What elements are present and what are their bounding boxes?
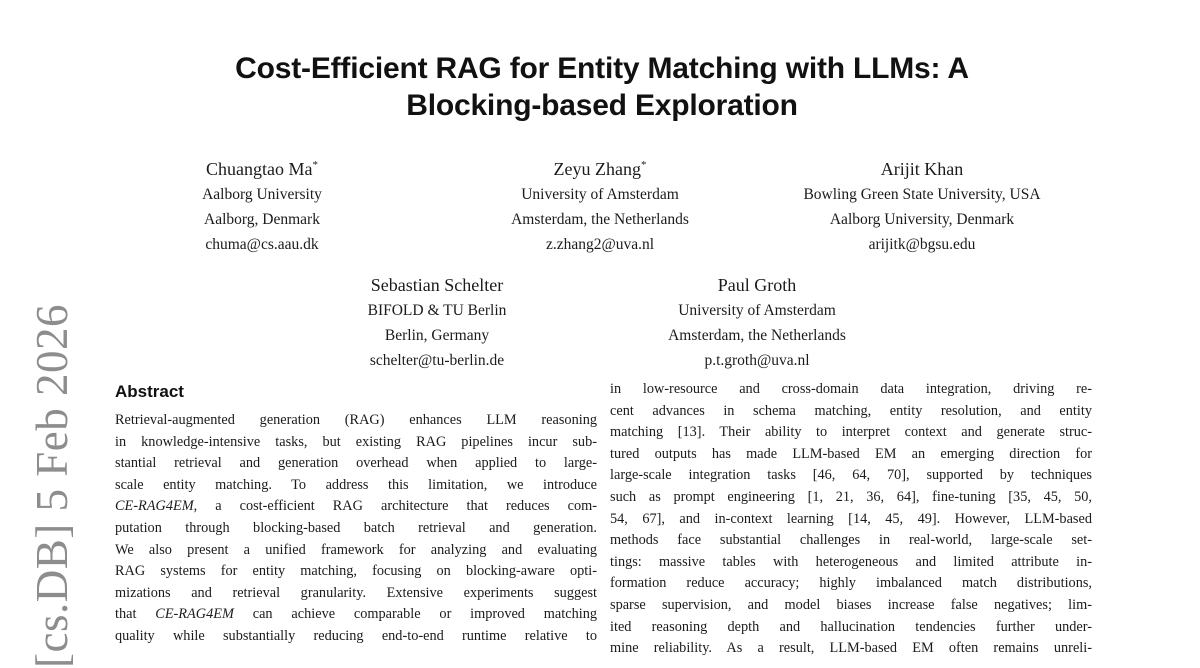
author-affiliation: Aalborg University, Denmark	[829, 211, 1015, 228]
abstract-line: CE-RAG4EM, a cost-efficient RAG architec…	[115, 496, 597, 518]
arxiv-stamp: [cs.DB] 5 Feb 2026	[27, 304, 77, 668]
author-email: arijitk@bgsu.edu	[868, 236, 976, 253]
system-name-italic: CE-RAG4EM	[155, 606, 234, 623]
author-name: Paul Groth	[668, 269, 846, 298]
author-block-paul-groth: Paul Groth University of Amsterdam Amste…	[668, 269, 846, 373]
abstract-line: mizations and retrieval granularity. Ext…	[115, 584, 597, 601]
abstract-line-text: can achieve comparable or improved match…	[233, 606, 597, 623]
system-name-italic: CE-RAG4EM	[115, 498, 194, 515]
author-name-text: Arijit Khan	[880, 159, 964, 179]
left-column: Abstract Retrieval-augmented generation …	[115, 381, 597, 648]
intro-line: 54, 67], and in-context learning [14, 45…	[610, 510, 1092, 527]
intro-line: tings: massive tables with heterogeneous…	[610, 553, 1092, 570]
abstract-line-text: that	[115, 606, 156, 623]
intro-line: tured outputs has made LLM-based EM an e…	[610, 445, 1092, 462]
author-block-zeyu-zhang: Zeyu Zhang* University of Amsterdam Amst…	[511, 153, 689, 257]
author-block-chuangtao-ma: Chuangtao Ma* Aalborg University Aalborg…	[202, 153, 322, 257]
paper-title-line-2: Blocking-based Exploration	[406, 89, 798, 122]
author-marker: *	[312, 159, 318, 171]
paper-title-line-1: Cost-Efficient RAG for Entity Matching w…	[235, 52, 969, 85]
intro-line: ited reasoning depth and hallucination t…	[610, 618, 1092, 635]
author-affiliation: Berlin, Germany	[384, 327, 490, 344]
abstract-line: Retrieval-augmented generation (RAG) enh…	[115, 412, 597, 428]
author-email: chuma@cs.aau.dk	[205, 236, 319, 253]
paper-page: [cs.DB] 5 Feb 2026 Cost-Efficient RAG fo…	[27, 50, 1092, 668]
intro-line: mine reliability. As a result, LLM-based…	[610, 640, 1092, 657]
abstract-line: RAG systems for entity matching, focusin…	[115, 563, 597, 580]
author-name-text: Zeyu Zhang	[553, 159, 641, 179]
right-column: in low-resource and cross-domain data in…	[610, 379, 1092, 660]
author-name: Zeyu Zhang*	[511, 153, 689, 182]
author-name: Arijit Khan	[803, 153, 1040, 182]
author-affiliation: University of Amsterdam	[521, 186, 679, 203]
author-affiliation: BIFOLD & TU Berlin	[367, 302, 507, 319]
author-affiliation: Amsterdam, the Netherlands	[511, 211, 689, 228]
abstract-heading: Abstract	[115, 382, 184, 401]
intro-line: cent advances in schema matching, entity…	[610, 402, 1092, 419]
author-affiliation: University of Amsterdam	[678, 302, 836, 319]
intro-line: matching [13]. Their ability to interpre…	[610, 424, 1092, 441]
author-name-text: Paul Groth	[717, 275, 797, 295]
intro-line: such as prompt engineering [1, 21, 36, 6…	[610, 488, 1092, 505]
abstract-line: stantial retrieval and generation overhe…	[115, 455, 597, 472]
author-email: p.t.groth@uva.nl	[704, 352, 810, 369]
abstract-line: putation through blocking-based batch re…	[115, 519, 597, 536]
author-block-sebastian-schelter: Sebastian Schelter BIFOLD & TU Berlin Be…	[368, 269, 507, 373]
author-marker: *	[640, 159, 647, 171]
paper-title: Cost-Efficient RAG for Entity Matching w…	[132, 50, 1072, 124]
intro-line: formation reduce accuracy; highly imbala…	[610, 575, 1092, 592]
author-email: schelter@tu-berlin.de	[369, 352, 505, 369]
author-affiliation: Amsterdam, the Netherlands	[668, 327, 846, 344]
intro-line: methods face substantial challenges in r…	[610, 532, 1092, 549]
author-affiliation: Bowling Green State University, USA	[803, 186, 1041, 203]
author-name-text: Sebastian Schelter	[370, 275, 504, 295]
author-name: Chuangtao Ma*	[202, 153, 322, 182]
author-affiliation: Aalborg, Denmark	[204, 211, 320, 228]
intro-line: large-scale integration tasks [46, 64, 7…	[610, 467, 1092, 484]
author-block-arijit-khan: Arijit Khan Bowling Green State Universi…	[803, 153, 1040, 257]
abstract-line: scale entity matching. To address this l…	[115, 476, 597, 493]
intro-line: in low-resource and cross-domain data in…	[610, 381, 1092, 397]
abstract-line-text: , a cost-efficient RAG architecture that…	[193, 498, 597, 515]
abstract-line: quality while substantially reducing end…	[115, 627, 597, 644]
abstract-line: We also present a unified framework for …	[115, 541, 597, 558]
abstract-line: in knowledge-intensive tasks, but existi…	[115, 433, 597, 450]
author-affiliation: Aalborg University	[202, 186, 322, 203]
author-email: z.zhang2@uva.nl	[545, 236, 655, 253]
author-name: Sebastian Schelter	[368, 269, 507, 298]
author-name-text: Chuangtao Ma	[206, 159, 313, 179]
intro-line: sparse supervision, and model biases inc…	[610, 596, 1092, 613]
abstract-line: that CE-RAG4EM can achieve comparable or…	[115, 604, 597, 626]
